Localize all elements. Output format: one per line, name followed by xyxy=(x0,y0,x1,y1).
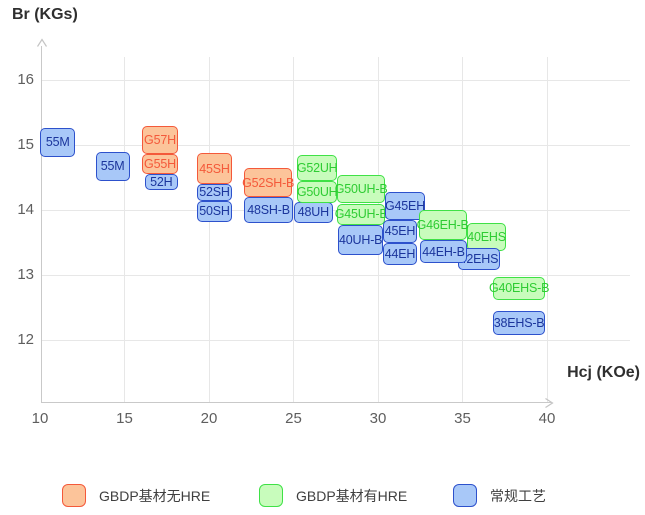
x-tick-label: 20 xyxy=(200,410,218,427)
legend-item-conventional[interactable]: 常规工艺 xyxy=(453,484,546,507)
grade-box: 44EH-B xyxy=(420,239,467,264)
gridline-vertical xyxy=(546,57,548,403)
grade-box: G50UH-B xyxy=(335,174,388,204)
legend-item-gbdp-with-hre[interactable]: GBDP基材有HRE xyxy=(259,484,407,507)
gridline-vertical xyxy=(293,57,294,403)
grade-box: 55M xyxy=(95,151,130,181)
br-hcj-chart: Br (KGs) Hcj (KOe) 10 15 20 25 30 35 40 12 13 14… xyxy=(12,6,640,427)
legend-swatch-green xyxy=(259,484,283,507)
grade-box: G45EH xyxy=(384,191,426,220)
x-axis-title: Hcj (KOe) xyxy=(567,364,640,381)
x-tick-label: 15 xyxy=(116,410,133,427)
y-axis-line xyxy=(41,46,42,403)
grade-box: G45UH-B xyxy=(335,203,388,225)
x-tick-label: 40 xyxy=(538,410,556,427)
gridline-horizontal xyxy=(42,144,630,146)
grade-box: 48SH-B xyxy=(244,197,293,223)
grade-box: 44EH xyxy=(383,243,417,266)
gridline-vertical xyxy=(124,57,125,403)
grade-box: 48UH xyxy=(293,201,334,223)
x-tick-label: 25 xyxy=(285,410,302,427)
legend-label: 常规工艺 xyxy=(490,487,546,504)
grade-box: G57H xyxy=(142,125,178,155)
grade-box: G52UH xyxy=(297,154,338,182)
y-tick-label: 14 xyxy=(17,201,34,218)
grade-box: 40EHS xyxy=(466,223,507,251)
x-axis-line xyxy=(42,402,551,403)
grade-box: G55H xyxy=(142,154,178,174)
gridline-horizontal xyxy=(42,79,630,81)
grade-box: G40EHS-B xyxy=(489,276,549,300)
gridline-vertical xyxy=(208,57,210,403)
grade-box: 52H xyxy=(144,173,178,191)
grade-box: G46EH-B xyxy=(417,210,469,240)
grade-box: 40UH-B xyxy=(338,224,384,255)
legend-swatch-orange xyxy=(62,484,86,507)
grade-box: 55M xyxy=(40,128,76,157)
x-tick-label: 30 xyxy=(369,410,387,427)
y-tick-label: 15 xyxy=(17,136,34,153)
legend-swatch-blue xyxy=(453,484,477,507)
legend-item-gbdp-no-hre[interactable]: GBDP基材无HRE xyxy=(62,484,210,507)
gridline-horizontal xyxy=(42,339,630,341)
y-tick-label: 12 xyxy=(17,331,34,348)
grade-box: 50SH xyxy=(197,200,232,222)
y-axis-arrow-up-icon xyxy=(36,38,48,47)
y-axis-title: Br (KGs) xyxy=(12,6,78,23)
grade-box: G52SH-B xyxy=(242,168,294,197)
y-tick-label: 16 xyxy=(17,71,34,88)
x-tick-label: 35 xyxy=(454,410,471,427)
gridline-horizontal xyxy=(42,274,630,276)
grade-box: G50UH xyxy=(297,181,338,204)
grade-box: 52SH xyxy=(197,184,232,201)
legend-label: GBDP基材无HRE xyxy=(99,487,211,504)
gridline-horizontal xyxy=(42,209,630,211)
x-axis-arrow-right-icon xyxy=(545,397,554,409)
grade-box: 45EH xyxy=(383,219,417,244)
y-tick-label: 13 xyxy=(17,266,34,283)
legend-label: GBDP基材有HRE xyxy=(296,487,408,504)
grade-box: 38EHS-B xyxy=(492,311,546,335)
x-tick-label: 10 xyxy=(31,410,49,427)
grade-box: 45SH xyxy=(197,153,232,184)
